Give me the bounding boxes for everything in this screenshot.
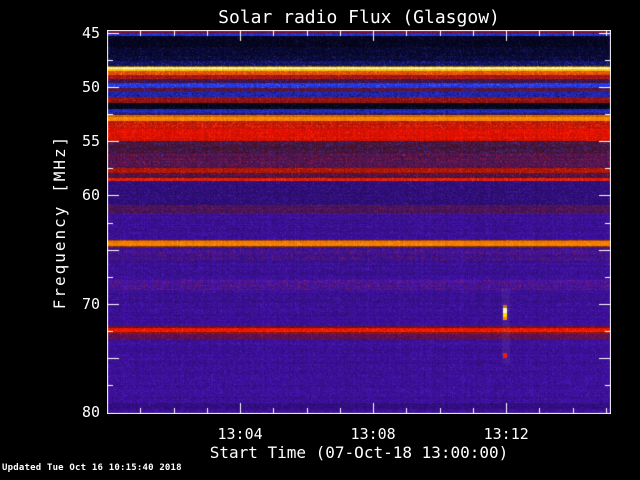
x-tick-label: 13:12 <box>483 425 529 443</box>
y-tick-label: 55 <box>81 132 100 151</box>
x-tick-label: 13:04 <box>217 425 263 443</box>
chart-title: Solar radio Flux (Glasgow) <box>218 7 500 28</box>
spectrogram-plot <box>107 30 611 414</box>
x-tick-label: 13:08 <box>350 425 396 443</box>
y-tick-label: 70 <box>81 294 100 313</box>
y-tick-label: 50 <box>81 78 100 97</box>
x-axis-title: Start Time (07-Oct-18 13:00:00) <box>209 443 509 462</box>
y-tick-label: 45 <box>81 24 100 43</box>
y-tick-label: 60 <box>81 186 100 205</box>
y-tick-label: 80 <box>81 403 100 422</box>
updated-timestamp: Updated Tue Oct 16 10:15:40 2018 <box>2 463 182 473</box>
